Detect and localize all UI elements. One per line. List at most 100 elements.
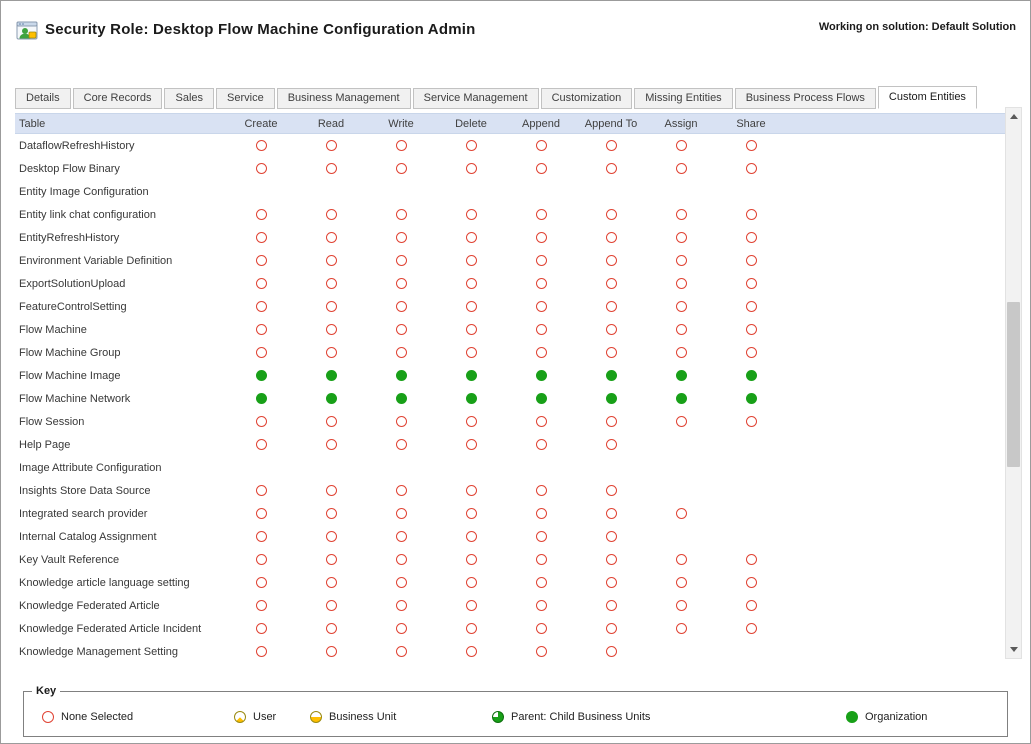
privilege-cell-write[interactable] bbox=[366, 439, 436, 450]
none-selected-icon[interactable] bbox=[605, 531, 617, 542]
none-selected-icon[interactable] bbox=[745, 163, 757, 174]
none-selected-icon[interactable] bbox=[255, 163, 267, 174]
none-selected-icon[interactable] bbox=[605, 600, 617, 611]
privilege-cell-delete[interactable] bbox=[436, 531, 506, 542]
table-name[interactable]: Help Page bbox=[19, 438, 71, 451]
none-selected-icon[interactable] bbox=[535, 600, 547, 611]
none-selected-icon[interactable] bbox=[255, 301, 267, 312]
privilege-cell-delete[interactable] bbox=[436, 255, 506, 266]
column-header-table[interactable]: Table bbox=[19, 117, 46, 130]
none-selected-icon[interactable] bbox=[745, 209, 757, 220]
none-selected-icon[interactable] bbox=[605, 623, 617, 634]
privilege-cell-create[interactable] bbox=[226, 508, 296, 519]
none-selected-icon[interactable] bbox=[465, 232, 477, 243]
none-selected-icon[interactable] bbox=[605, 485, 617, 496]
table-name[interactable]: Environment Variable Definition bbox=[19, 254, 173, 267]
privilege-cell-create[interactable] bbox=[226, 301, 296, 312]
none-selected-icon[interactable] bbox=[535, 209, 547, 220]
none-selected-icon[interactable] bbox=[325, 140, 337, 151]
none-selected-icon[interactable] bbox=[395, 347, 407, 358]
tab-custom-entities[interactable]: Custom Entities bbox=[877, 86, 977, 109]
none-selected-icon[interactable] bbox=[255, 416, 267, 427]
privilege-cell-write[interactable] bbox=[366, 163, 436, 174]
organization-level-icon[interactable] bbox=[465, 370, 477, 381]
none-selected-icon[interactable] bbox=[255, 324, 267, 335]
privilege-cell-delete[interactable] bbox=[436, 301, 506, 312]
table-name[interactable]: Flow Machine Group bbox=[19, 346, 121, 359]
privilege-cell-assign[interactable] bbox=[646, 232, 716, 243]
none-selected-icon[interactable] bbox=[465, 163, 477, 174]
column-header-append[interactable]: Append bbox=[522, 117, 560, 130]
none-selected-icon[interactable] bbox=[745, 577, 757, 588]
privilege-cell-append[interactable] bbox=[506, 301, 576, 312]
privilege-cell-read[interactable] bbox=[296, 301, 366, 312]
none-selected-icon[interactable] bbox=[325, 646, 337, 657]
privilege-cell-append-to[interactable] bbox=[576, 485, 646, 496]
table-name[interactable]: Knowledge Management Setting bbox=[19, 645, 178, 658]
column-header-create[interactable]: Create bbox=[244, 117, 278, 130]
none-selected-icon[interactable] bbox=[325, 554, 337, 565]
privilege-cell-assign[interactable] bbox=[646, 623, 716, 634]
none-selected-icon[interactable] bbox=[605, 209, 617, 220]
none-selected-icon[interactable] bbox=[325, 255, 337, 266]
none-selected-icon[interactable] bbox=[255, 600, 267, 611]
none-selected-icon[interactable] bbox=[535, 508, 547, 519]
none-selected-icon[interactable] bbox=[535, 485, 547, 496]
none-selected-icon[interactable] bbox=[395, 278, 407, 289]
none-selected-icon[interactable] bbox=[535, 577, 547, 588]
privilege-cell-delete[interactable] bbox=[436, 347, 506, 358]
privilege-cell-share[interactable] bbox=[716, 232, 786, 243]
none-selected-icon[interactable] bbox=[395, 324, 407, 335]
none-selected-icon[interactable] bbox=[745, 301, 757, 312]
privilege-cell-append[interactable] bbox=[506, 209, 576, 220]
privilege-cell-read[interactable] bbox=[296, 439, 366, 450]
privilege-cell-append[interactable] bbox=[506, 278, 576, 289]
privilege-cell-share[interactable] bbox=[716, 554, 786, 565]
privilege-cell-read[interactable] bbox=[296, 209, 366, 220]
none-selected-icon[interactable] bbox=[395, 209, 407, 220]
none-selected-icon[interactable] bbox=[675, 278, 687, 289]
none-selected-icon[interactable] bbox=[395, 646, 407, 657]
none-selected-icon[interactable] bbox=[535, 439, 547, 450]
privilege-cell-delete[interactable] bbox=[436, 646, 506, 657]
privilege-cell-share[interactable] bbox=[716, 255, 786, 266]
organization-level-icon[interactable] bbox=[745, 393, 757, 404]
privilege-cell-write[interactable] bbox=[366, 531, 436, 542]
none-selected-icon[interactable] bbox=[465, 324, 477, 335]
table-name[interactable]: Flow Session bbox=[19, 415, 85, 428]
organization-level-icon[interactable] bbox=[535, 393, 547, 404]
privilege-cell-share[interactable] bbox=[716, 370, 786, 381]
organization-level-icon[interactable] bbox=[395, 393, 407, 404]
none-selected-icon[interactable] bbox=[675, 232, 687, 243]
organization-level-icon[interactable] bbox=[605, 370, 617, 381]
table-name[interactable]: Entity link chat configuration bbox=[19, 208, 156, 221]
privilege-cell-append-to[interactable] bbox=[576, 623, 646, 634]
none-selected-icon[interactable] bbox=[675, 163, 687, 174]
privilege-cell-read[interactable] bbox=[296, 140, 366, 151]
scrollbar-thumb[interactable] bbox=[1007, 302, 1020, 467]
tab-business-process-flows[interactable]: Business Process Flows bbox=[734, 88, 876, 109]
table-name[interactable]: Knowledge Federated Article Incident bbox=[19, 622, 202, 635]
privilege-cell-write[interactable] bbox=[366, 301, 436, 312]
privilege-cell-read[interactable] bbox=[296, 393, 366, 404]
privilege-cell-write[interactable] bbox=[366, 232, 436, 243]
none-selected-icon[interactable] bbox=[325, 301, 337, 312]
none-selected-icon[interactable] bbox=[745, 140, 757, 151]
none-selected-icon[interactable] bbox=[395, 508, 407, 519]
privilege-cell-share[interactable] bbox=[716, 623, 786, 634]
privilege-cell-delete[interactable] bbox=[436, 416, 506, 427]
privilege-cell-read[interactable] bbox=[296, 278, 366, 289]
none-selected-icon[interactable] bbox=[465, 278, 477, 289]
table-name[interactable]: DataflowRefreshHistory bbox=[19, 139, 135, 152]
none-selected-icon[interactable] bbox=[395, 140, 407, 151]
privilege-cell-read[interactable] bbox=[296, 416, 366, 427]
privilege-cell-write[interactable] bbox=[366, 646, 436, 657]
organization-level-icon[interactable] bbox=[325, 393, 337, 404]
privilege-cell-share[interactable] bbox=[716, 140, 786, 151]
privilege-cell-write[interactable] bbox=[366, 508, 436, 519]
none-selected-icon[interactable] bbox=[325, 209, 337, 220]
privilege-cell-read[interactable] bbox=[296, 600, 366, 611]
organization-level-icon[interactable] bbox=[745, 370, 757, 381]
tab-core-records[interactable]: Core Records bbox=[72, 88, 163, 109]
table-name[interactable]: Internal Catalog Assignment bbox=[19, 530, 157, 543]
